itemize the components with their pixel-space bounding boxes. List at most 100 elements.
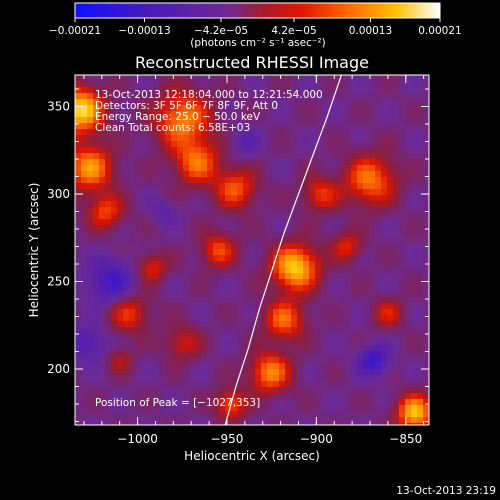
- heatmap-cell: [345, 81, 352, 88]
- heatmap-cell: [225, 285, 232, 292]
- heatmap-cell: [381, 165, 388, 172]
- heatmap-cell: [75, 75, 82, 82]
- heatmap-cell: [333, 345, 340, 352]
- heatmap-cell: [129, 189, 136, 196]
- heatmap-cell: [327, 255, 334, 262]
- heatmap-cell: [231, 381, 238, 388]
- heatmap-cell: [393, 159, 400, 166]
- heatmap-cell: [111, 333, 118, 340]
- heatmap-cell: [147, 147, 154, 154]
- heatmap-cell: [363, 171, 370, 178]
- heatmap-cell: [99, 135, 106, 142]
- heatmap-cell: [195, 249, 202, 256]
- heatmap-cell: [231, 87, 238, 94]
- heatmap-cell: [81, 291, 88, 298]
- heatmap-cell: [87, 177, 94, 184]
- heatmap-cell: [93, 315, 100, 322]
- heatmap-cell: [333, 423, 340, 425]
- heatmap-cell: [153, 93, 160, 100]
- heatmap-cell: [213, 387, 220, 394]
- heatmap-cell: [375, 123, 382, 130]
- heatmap-cell: [321, 81, 328, 88]
- heatmap-cell: [141, 183, 148, 190]
- heatmap-cell: [237, 363, 244, 370]
- heatmap-cell: [387, 141, 394, 148]
- heatmap-cell: [285, 345, 292, 352]
- heatmap-cell: [333, 195, 340, 202]
- heatmap-cell: [117, 267, 124, 274]
- heatmap-cell: [339, 225, 346, 232]
- heatmap-cell: [171, 291, 178, 298]
- heatmap-cell: [363, 273, 370, 280]
- heatmap-cell: [189, 117, 196, 124]
- heatmap-cell: [273, 315, 280, 322]
- heatmap-cell: [81, 273, 88, 280]
- heatmap-cell: [303, 279, 310, 286]
- heatmap-cell: [183, 135, 190, 142]
- heatmap-cell: [399, 177, 406, 184]
- heatmap-cell: [309, 411, 316, 418]
- heatmap-cell: [81, 153, 88, 160]
- heatmap-cell: [357, 381, 364, 388]
- heatmap-cell: [267, 153, 274, 160]
- heatmap-cell: [315, 291, 322, 298]
- heatmap-cell: [387, 87, 394, 94]
- heatmap-cell: [309, 417, 316, 424]
- heatmap-cell: [357, 195, 364, 202]
- heatmap-cell: [87, 297, 94, 304]
- heatmap-cell: [147, 189, 154, 196]
- heatmap-cell: [111, 339, 118, 346]
- heatmap-cell: [369, 351, 376, 358]
- heatmap-cell: [285, 399, 292, 406]
- heatmap-cell: [423, 327, 429, 334]
- heatmap-cell: [249, 129, 256, 136]
- heatmap-cell: [129, 105, 136, 112]
- heatmap-cell: [153, 411, 160, 418]
- heatmap-cell: [159, 369, 166, 376]
- heatmap-cell: [159, 165, 166, 172]
- heatmap-cell: [387, 129, 394, 136]
- heatmap-cell: [369, 213, 376, 220]
- heatmap-cell: [399, 237, 406, 244]
- heatmap-cell: [363, 201, 370, 208]
- heatmap-cell: [129, 417, 136, 424]
- heatmap-cell: [357, 375, 364, 382]
- heatmap-cell: [267, 339, 274, 346]
- heatmap-cell: [261, 249, 268, 256]
- heatmap-cell: [231, 231, 238, 238]
- heatmap-cell: [135, 315, 142, 322]
- heatmap-cell: [423, 315, 429, 322]
- heatmap-cell: [273, 75, 280, 82]
- heatmap-cell: [345, 99, 352, 106]
- heatmap-cell: [285, 111, 292, 118]
- heatmap-cell: [315, 381, 322, 388]
- heatmap-cell: [369, 399, 376, 406]
- heatmap-cell: [219, 81, 226, 88]
- heatmap-cell: [369, 333, 376, 340]
- heatmap-cell: [177, 417, 184, 424]
- heatmap-cell: [363, 111, 370, 118]
- heatmap-cell: [411, 219, 418, 226]
- heatmap-cell: [381, 255, 388, 262]
- heatmap-cell: [177, 381, 184, 388]
- heatmap-cell: [99, 255, 106, 262]
- heatmap-cell: [171, 195, 178, 202]
- heatmap-cell: [123, 87, 130, 94]
- heatmap-cell: [387, 423, 394, 425]
- heatmap-cell: [393, 285, 400, 292]
- heatmap-cell: [81, 393, 88, 400]
- heatmap-cell: [237, 399, 244, 406]
- heatmap-cell: [189, 333, 196, 340]
- heatmap-cell: [411, 351, 418, 358]
- heatmap-cell: [141, 225, 148, 232]
- heatmap-cell: [237, 357, 244, 364]
- heatmap-cell: [351, 147, 358, 154]
- heatmap-cell: [285, 183, 292, 190]
- heatmap-cell: [237, 261, 244, 268]
- heatmap-cell: [219, 375, 226, 382]
- heatmap-cell: [135, 345, 142, 352]
- heatmap-cell: [327, 219, 334, 226]
- heatmap-cell: [237, 111, 244, 118]
- heatmap-cell: [213, 375, 220, 382]
- heatmap-cell: [375, 303, 382, 310]
